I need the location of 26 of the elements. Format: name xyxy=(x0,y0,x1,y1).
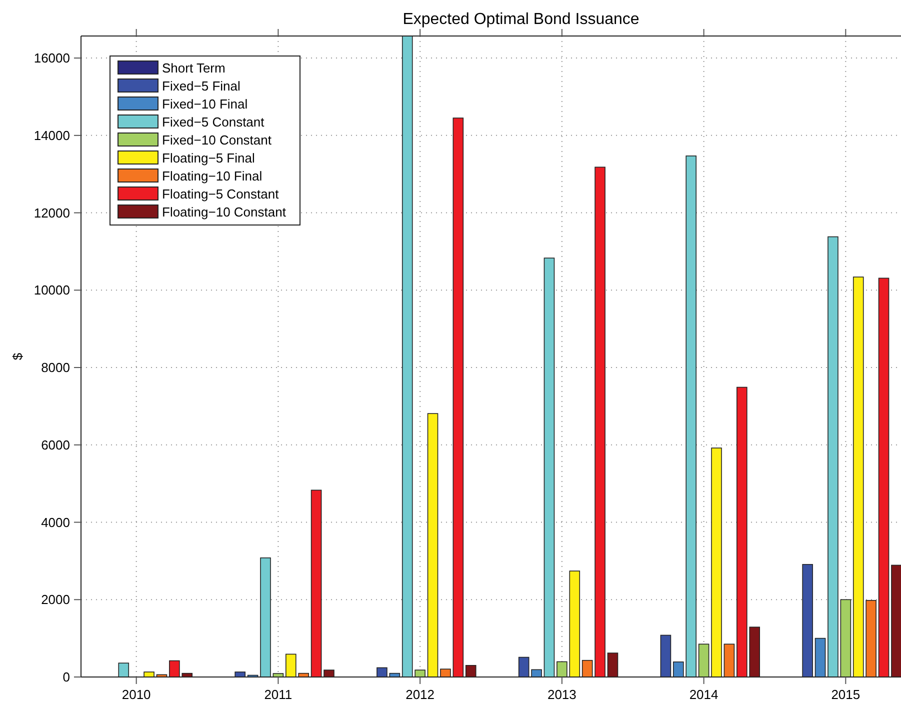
x-tick-label: 2012 xyxy=(406,687,435,702)
x-tick-label: 2011 xyxy=(264,687,292,702)
y-axis-title: $ xyxy=(10,352,25,360)
legend-label: Fixed−5 Final xyxy=(162,78,241,94)
legend-label: Floating−5 Final xyxy=(162,150,255,166)
legend-label: Floating−10 Constant xyxy=(162,204,286,220)
x-tick-label: 2015 xyxy=(831,687,860,702)
x-tick-label: 2010 xyxy=(122,687,151,702)
legend-label: Short Term xyxy=(162,60,226,76)
legend-label: Fixed−5 Constant xyxy=(162,114,265,130)
chart-title: Expected Optimal Bond Issuance xyxy=(402,11,640,28)
y-tick-label: 16000 xyxy=(34,50,70,66)
y-tick-label: 4000 xyxy=(41,514,70,530)
x-tick-label: 2014 xyxy=(689,687,718,702)
legend-label: Floating−5 Constant xyxy=(162,186,280,202)
y-tick-label: 12000 xyxy=(34,205,70,220)
y-tick-label: 8000 xyxy=(41,360,70,376)
y-tick-label: 2000 xyxy=(41,592,70,608)
y-tick-label: 0 xyxy=(62,670,70,685)
legend-label: Floating−10 Final xyxy=(162,168,262,184)
x-tick-label: 2013 xyxy=(547,687,576,702)
y-tick-label: 6000 xyxy=(41,437,70,452)
y-tick-label: 14000 xyxy=(34,128,70,143)
legend-label: Fixed−10 Constant xyxy=(162,132,272,148)
y-tick-label: 10000 xyxy=(34,282,70,298)
legend-label: Fixed−10 Final xyxy=(162,96,248,112)
